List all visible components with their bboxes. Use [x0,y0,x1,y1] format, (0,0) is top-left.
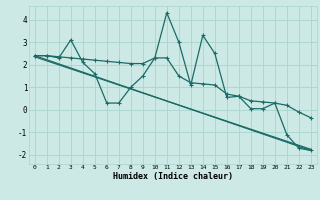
X-axis label: Humidex (Indice chaleur): Humidex (Indice chaleur) [113,172,233,181]
